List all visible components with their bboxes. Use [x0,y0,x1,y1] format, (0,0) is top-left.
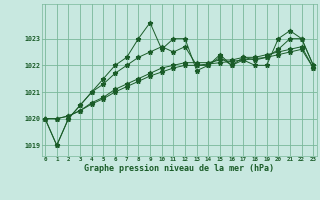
X-axis label: Graphe pression niveau de la mer (hPa): Graphe pression niveau de la mer (hPa) [84,164,274,173]
